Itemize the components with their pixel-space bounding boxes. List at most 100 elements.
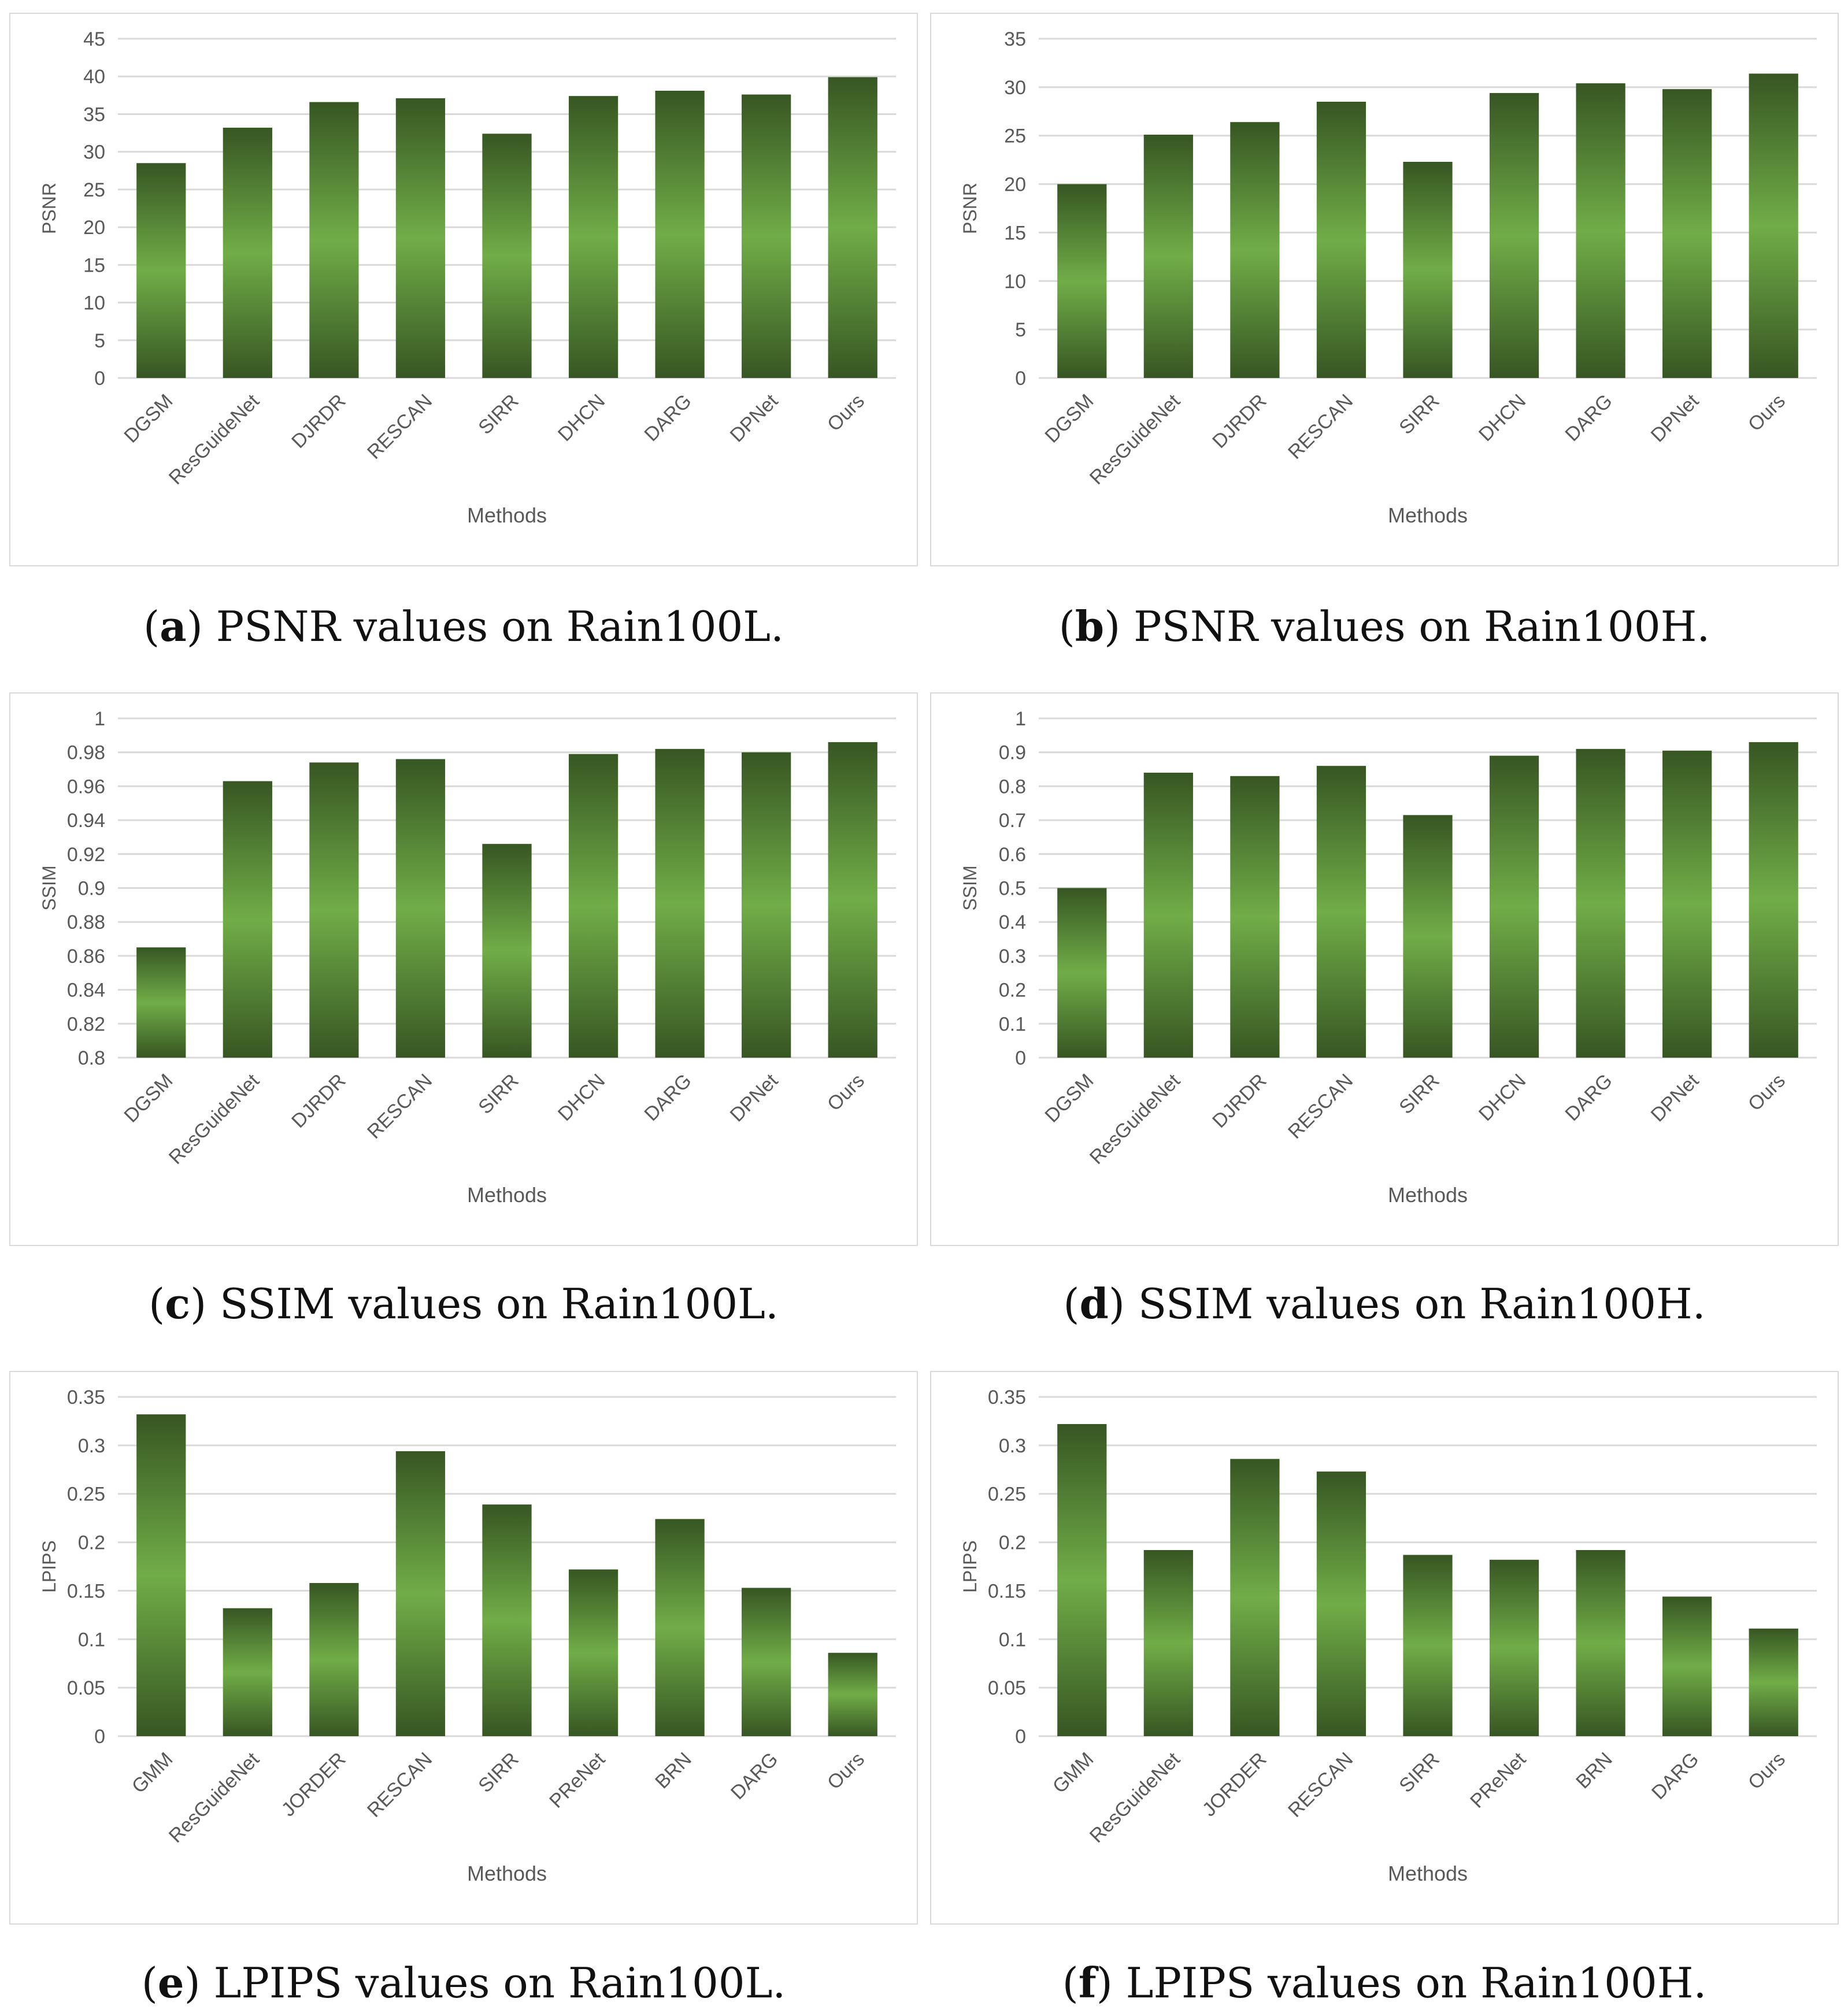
- x-tick-label: DGSM: [120, 390, 177, 447]
- y-tick-label: 20: [1004, 174, 1026, 196]
- bar-darg: [1576, 83, 1625, 379]
- y-tick-label: 0.86: [67, 946, 105, 967]
- y-tick-label: 0.35: [988, 1387, 1026, 1408]
- x-tick-label: ResGuideNet: [1086, 390, 1185, 489]
- y-tick-label: 10: [1004, 270, 1026, 292]
- y-axis-title: PSNR: [960, 183, 980, 234]
- x-tick-label: ResGuideNet: [165, 1748, 264, 1847]
- x-tick-label: SIRR: [1395, 1748, 1443, 1797]
- y-axis-title: LPIPS: [960, 1540, 980, 1593]
- bar-djrdr: [1230, 776, 1280, 1058]
- caption-a: (a) PSNR values on Rain100L.: [143, 602, 784, 651]
- x-tick-label: PReNet: [545, 1748, 609, 1812]
- bar-ours: [1749, 73, 1798, 379]
- y-tick-label: 0.25: [67, 1484, 105, 1506]
- bar-ours: [1749, 1628, 1798, 1736]
- x-tick-label: DGSM: [120, 1070, 177, 1127]
- chart-d-svg: 0 0.1 0.2 0.3 0.4 0.5 0.6 0.7 0.8 0.9 1 DGSMResGuid…: [960, 708, 1817, 1207]
- x-tick-label: DJRDR: [287, 1070, 350, 1132]
- y-tick-label: 15: [1004, 222, 1026, 244]
- caption-c: (c) SSIM values on Rain100L.: [149, 1279, 779, 1328]
- y-tick-label: 0.15: [67, 1580, 105, 1602]
- y-tick-label: 5: [1015, 319, 1026, 341]
- x-tick-label: DARG: [640, 390, 695, 446]
- y-tick-label: 0.3: [999, 946, 1026, 967]
- bar-dpnet: [1662, 750, 1712, 1058]
- bar-djrdr: [309, 762, 359, 1058]
- y-tick-label: 0: [1015, 1726, 1026, 1748]
- chart-panel-a: 0 5 10 15 20 25 30 35 40 45 DGSM ResGuideNet DJRDR RE…: [9, 13, 918, 566]
- x-tick-label: Ours: [1744, 1070, 1790, 1115]
- y-tick-label: 0.2: [78, 1532, 105, 1554]
- y-tick-label: 25: [83, 179, 105, 201]
- x-tick-label: GMM: [128, 1748, 177, 1798]
- x-tick-label: BRN: [651, 1748, 696, 1793]
- chart-panel-e: 0 0.05 0.1 0.15 0.2 0.25 0.3 0.35 GMM ResGuideNet…: [9, 1371, 918, 1925]
- x-tick-label: SIRR: [474, 1070, 523, 1118]
- y-tick-label: 35: [1004, 28, 1026, 50]
- x-tick-label: DPNet: [1647, 390, 1703, 446]
- bar-sirr: [1403, 161, 1453, 378]
- y-tick-label: 0.35: [67, 1387, 105, 1408]
- bar-darg: [1576, 748, 1625, 1058]
- x-tick-label: DHCN: [554, 390, 609, 446]
- x-tick-label: DHCN: [1475, 390, 1530, 446]
- y-tick-label: 0.88: [67, 911, 105, 933]
- bar-dpnet: [742, 752, 791, 1058]
- bar-dpnet: [1662, 89, 1712, 378]
- caption-a-text: PSNR values on Rain100L.: [216, 602, 784, 651]
- caption-f-letter: f: [1078, 1958, 1097, 2007]
- chart-c-svg: 0.8 0.82 0.84 0.86 0.88 0.9 0.92 0.94 0.96 0.98 1 D…: [39, 708, 896, 1207]
- chart-f-svg: 0 0.05 0.1 0.15 0.2 0.25 0.3 0.35 GMMResGuideNet…: [960, 1387, 1817, 1885]
- x-tick-label: DPNet: [726, 390, 783, 446]
- x-tick-label: JORDER: [277, 1748, 350, 1821]
- y-tick-label: 45: [83, 28, 105, 50]
- x-tick-label: ResGuideNet: [165, 390, 264, 489]
- y-tick-label: 0.05: [988, 1677, 1026, 1699]
- bar-prenet: [1489, 1559, 1539, 1736]
- y-tick-label: 0.6: [999, 844, 1026, 866]
- bar-djrdr: [1230, 122, 1280, 378]
- y-tick-label: 0.8: [999, 776, 1026, 798]
- bar-darg: [655, 748, 705, 1058]
- x-tick-label: ResGuideNet: [165, 1069, 264, 1169]
- bar-resguidenet: [223, 781, 272, 1058]
- x-tick-label: RESCAN: [1284, 1748, 1357, 1822]
- caption-a-letter: a: [160, 602, 187, 651]
- y-tick-label: 35: [83, 103, 105, 125]
- caption-d-text: SSIM values on Rain100H.: [1138, 1280, 1706, 1328]
- x-tick-label: DJRDR: [287, 390, 350, 453]
- bar-gmm: [136, 1414, 186, 1736]
- caption-e-letter: e: [157, 1958, 184, 2007]
- y-tick-label: 0: [1015, 368, 1026, 390]
- y-tick-label: 0.1: [999, 1013, 1026, 1035]
- caption-b-text: PSNR values on Rain100H.: [1134, 602, 1710, 651]
- y-tick-label: 0.15: [988, 1580, 1026, 1602]
- bar-resguidenet: [1143, 772, 1193, 1058]
- x-tick-label: DARG: [640, 1070, 695, 1125]
- bar-ours: [828, 742, 877, 1058]
- x-tick-label: RESCAN: [363, 390, 436, 464]
- x-tick-label: DARG: [1561, 390, 1616, 446]
- x-tick-label: DARG: [1647, 1748, 1703, 1804]
- x-tick-label: RESCAN: [363, 1070, 436, 1143]
- bar-sirr: [1403, 815, 1453, 1058]
- x-tick-label: Ours: [1744, 1748, 1790, 1794]
- y-tick-label: 0.7: [999, 810, 1026, 832]
- x-tick-label: BRN: [1572, 1748, 1617, 1793]
- x-tick-label: Ours: [823, 390, 869, 436]
- bar-rescan: [1316, 102, 1366, 378]
- y-tick-label: 30: [1004, 77, 1026, 99]
- y-tick-label: 0.05: [67, 1677, 105, 1699]
- y-axis-title: LPIPS: [39, 1540, 60, 1593]
- y-tick-label: 0.1: [999, 1629, 1026, 1651]
- y-tick-label: 25: [1004, 125, 1026, 147]
- y-tick-label: 0.84: [67, 980, 105, 1002]
- y-tick-label: 0.2: [999, 980, 1026, 1002]
- x-axis-title: Methods: [1388, 1183, 1468, 1207]
- bar-ours: [828, 1652, 877, 1736]
- chart-panel-f: 0 0.05 0.1 0.15 0.2 0.25 0.3 0.35 GMM ResGuideNet…: [930, 1371, 1839, 1925]
- bar-djrdr: [309, 102, 359, 378]
- chart-panel-c: 0.8 0.82 0.84 0.86 0.88 0.9 0.92 0.94 0.96 0.98 1 D…: [9, 692, 918, 1246]
